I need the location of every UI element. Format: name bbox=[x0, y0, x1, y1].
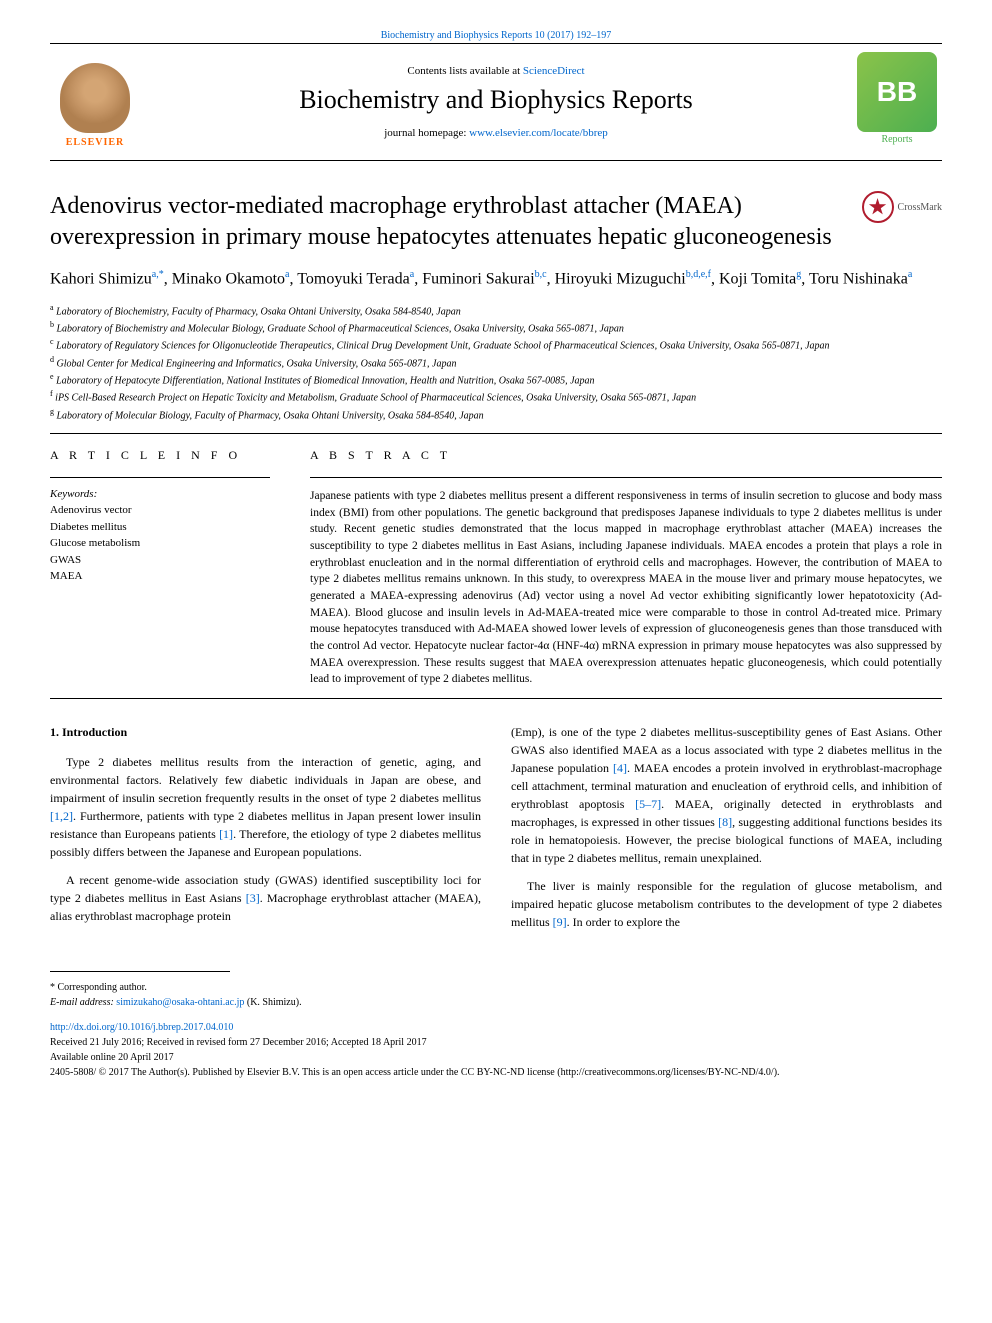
affiliations-list: a Laboratory of Biochemistry, Faculty of… bbox=[50, 302, 942, 423]
footer-block: * Corresponding author. E-mail address: … bbox=[50, 980, 942, 1080]
journal-name: Biochemistry and Biophysics Reports bbox=[140, 85, 852, 115]
body-paragraph: Type 2 diabetes mellitus results from th… bbox=[50, 753, 481, 861]
page-header: ELSEVIER Contents lists available at Sci… bbox=[50, 43, 942, 161]
affiliation-item: d Global Center for Medical Engineering … bbox=[50, 354, 942, 371]
homepage-line: journal homepage: www.elsevier.com/locat… bbox=[140, 127, 852, 139]
abstract-block: A B S T R A C T Japanese patients with t… bbox=[310, 448, 942, 688]
reference-link[interactable]: [4] bbox=[613, 761, 627, 775]
body-paragraph: A recent genome-wide association study (… bbox=[50, 871, 481, 925]
keyword-item: MAEA bbox=[50, 568, 270, 585]
elsevier-tree-icon bbox=[60, 63, 130, 133]
email-suffix: (K. Shimizu). bbox=[244, 997, 301, 1008]
divider bbox=[50, 698, 942, 699]
article-title: Adenovirus vector-mediated macrophage er… bbox=[50, 191, 862, 253]
available-online: Available online 20 April 2017 bbox=[50, 1050, 942, 1065]
homepage-link[interactable]: www.elsevier.com/locate/bbrep bbox=[469, 127, 608, 139]
keyword-item: Diabetes mellitus bbox=[50, 519, 270, 536]
footer-divider bbox=[50, 971, 230, 972]
article-body: 1. Introduction Type 2 diabetes mellitus… bbox=[50, 723, 942, 941]
divider bbox=[50, 433, 942, 434]
affiliation-item: b Laboratory of Biochemistry and Molecul… bbox=[50, 319, 942, 336]
affiliation-item: f iPS Cell-Based Research Project on Hep… bbox=[50, 388, 942, 405]
body-column-right: (Emp), is one of the type 2 diabetes mel… bbox=[511, 723, 942, 941]
body-paragraph: The liver is mainly responsible for the … bbox=[511, 877, 942, 931]
keyword-item: GWAS bbox=[50, 552, 270, 569]
body-paragraph: (Emp), is one of the type 2 diabetes mel… bbox=[511, 723, 942, 867]
contents-prefix: Contents lists available at bbox=[407, 65, 522, 77]
contents-available-line: Contents lists available at ScienceDirec… bbox=[140, 65, 852, 77]
affiliation-item: a Laboratory of Biochemistry, Faculty of… bbox=[50, 302, 942, 319]
article-info-heading: A R T I C L E I N F O bbox=[50, 448, 270, 463]
abstract-text: Japanese patients with type 2 diabetes m… bbox=[310, 488, 942, 688]
keyword-item: Glucose metabolism bbox=[50, 535, 270, 552]
authors-list: Kahori Shimizua,*, Minako Okamotoa, Tomo… bbox=[50, 267, 942, 291]
keywords-label: Keywords: bbox=[50, 488, 270, 500]
received-dates: Received 21 July 2016; Received in revis… bbox=[50, 1035, 942, 1050]
email-link[interactable]: simizukaho@osaka-ohtani.ac.jp bbox=[116, 997, 244, 1008]
crossmark-label: CrossMark bbox=[898, 202, 942, 213]
email-label: E-mail address: bbox=[50, 997, 116, 1008]
email-line: E-mail address: simizukaho@osaka-ohtani.… bbox=[50, 995, 942, 1010]
bb-logo-icon: BB bbox=[857, 52, 937, 132]
affiliation-item: g Laboratory of Molecular Biology, Facul… bbox=[50, 406, 942, 423]
crossmark-icon bbox=[862, 191, 894, 223]
elsevier-logo[interactable]: ELSEVIER bbox=[50, 52, 140, 152]
reference-link[interactable]: [1,2] bbox=[50, 809, 73, 823]
doi-link[interactable]: http://dx.doi.org/10.1016/j.bbrep.2017.0… bbox=[50, 1022, 233, 1033]
article-info-block: A R T I C L E I N F O Keywords: Adenovir… bbox=[50, 448, 270, 688]
reference-link[interactable]: [9] bbox=[553, 915, 567, 929]
reference-link[interactable]: [1] bbox=[219, 827, 233, 841]
crossmark-badge[interactable]: CrossMark bbox=[862, 191, 942, 223]
divider bbox=[50, 477, 270, 478]
sciencedirect-link[interactable]: ScienceDirect bbox=[523, 65, 585, 77]
section-heading-intro: 1. Introduction bbox=[50, 723, 481, 741]
copyright-line: 2405-5808/ © 2017 The Author(s). Publish… bbox=[50, 1065, 942, 1080]
journal-reference: Biochemistry and Biophysics Reports 10 (… bbox=[50, 30, 942, 41]
abstract-heading: A B S T R A C T bbox=[310, 448, 942, 463]
affiliation-item: c Laboratory of Regulatory Sciences for … bbox=[50, 336, 942, 353]
bb-reports-logo[interactable]: BB Reports bbox=[852, 52, 942, 152]
keyword-item: Adenovirus vector bbox=[50, 502, 270, 519]
homepage-prefix: journal homepage: bbox=[384, 127, 469, 139]
reference-link[interactable]: [8] bbox=[718, 815, 732, 829]
reference-link[interactable]: [3] bbox=[246, 891, 260, 905]
reference-link[interactable]: [5–7] bbox=[635, 797, 661, 811]
affiliation-item: e Laboratory of Hepatocyte Differentiati… bbox=[50, 371, 942, 388]
elsevier-logo-text: ELSEVIER bbox=[66, 137, 125, 148]
body-column-left: 1. Introduction Type 2 diabetes mellitus… bbox=[50, 723, 481, 941]
divider bbox=[310, 477, 942, 478]
corresponding-author: * Corresponding author. bbox=[50, 980, 942, 995]
bb-logo-label: Reports bbox=[881, 134, 912, 145]
